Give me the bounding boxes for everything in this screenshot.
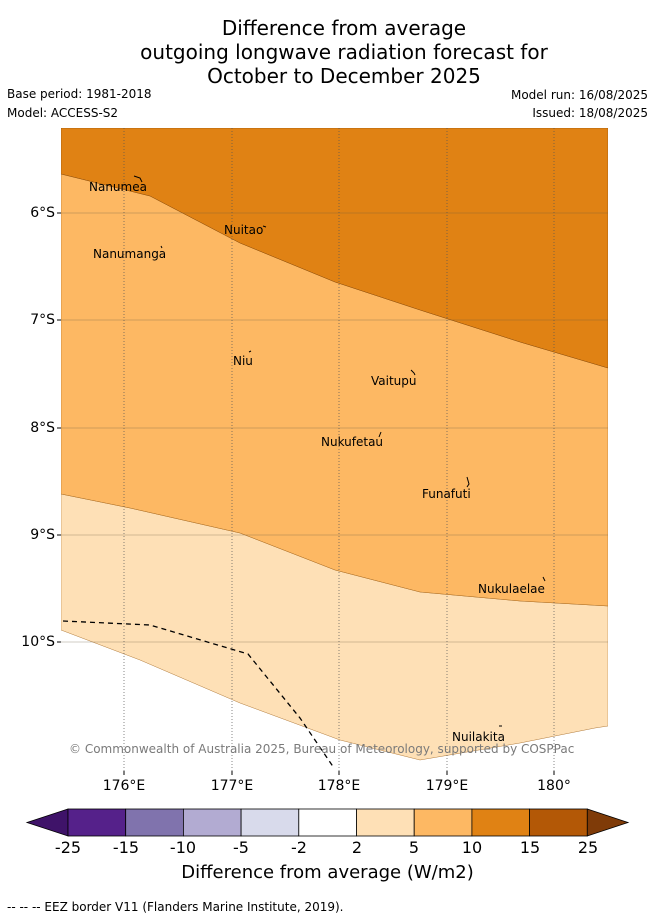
island-label-nanumea: Nanumea	[89, 180, 147, 194]
latitude-lines	[61, 212, 608, 643]
x-tick-177e: 177°E	[210, 778, 254, 794]
map-plot-area	[61, 128, 608, 771]
colorbar-segment	[67, 808, 127, 837]
colorbar-segment	[182, 808, 242, 837]
island-label-funafuti: Funafuti	[422, 487, 471, 501]
island-label-niu: Niu	[233, 354, 253, 368]
island-shapes	[133, 175, 546, 727]
colorbar-segment	[125, 808, 184, 837]
colorbar-tick: 25	[577, 838, 599, 857]
model-name: Model: ACCESS-S2	[7, 106, 119, 120]
colorbar-tick: -2	[291, 838, 307, 857]
x-axis-ticks	[123, 771, 555, 775]
colorbar-tick: 15	[519, 838, 541, 857]
colorbar-tick: 10	[461, 838, 483, 857]
colorbar-tick: -25	[54, 838, 82, 857]
colorbar-tick: -15	[112, 838, 140, 857]
colorbar	[25, 808, 630, 837]
colorbar-tick: -5	[233, 838, 249, 857]
model-run: Model run: 16/08/2025	[510, 88, 648, 102]
island-label-nuitao: Nuitao	[224, 223, 264, 237]
colorbar-arrow-low	[25, 808, 69, 837]
y-tick-9s: 9°S	[30, 527, 55, 543]
y-tick-7s: 7°S	[30, 312, 55, 328]
y-axis-ticks	[57, 212, 61, 643]
x-tick-178e: 178°E	[317, 778, 361, 794]
issued-date: Issued: 18/08/2025	[532, 106, 648, 120]
x-tick-179e: 179°E	[425, 778, 469, 794]
island-shape-vaitupu	[410, 369, 416, 376]
x-tick-180: 180°	[537, 778, 571, 794]
band-10-to-15	[61, 128, 608, 369]
island-shape-nuitao	[262, 225, 267, 228]
eez-legend-note: -- -- -- EEZ border V11 (Flanders Marine…	[7, 900, 344, 914]
island-shape-nanumanga	[160, 245, 163, 249]
colorbar-tick: 5	[408, 838, 420, 857]
eez-border	[62, 620, 335, 769]
y-tick-8s: 8°S	[30, 420, 55, 436]
map-title: Difference from average outgoing longwav…	[0, 16, 655, 88]
colorbar-segment	[529, 808, 588, 837]
colorbar-arrow-high	[586, 808, 630, 837]
island-label-nuilakita: Nuilakita	[452, 730, 505, 744]
x-tick-176e: 176°E	[102, 778, 146, 794]
island-label-nanumanga: Nanumanga	[93, 247, 167, 261]
island-label-nukulaelae: Nukulaelae	[478, 582, 545, 596]
island-shape-niu	[248, 350, 252, 353]
colorbar-segment	[298, 808, 357, 837]
island-label-nukufetau: Nukufetau	[321, 435, 384, 449]
island-label-vaitupu: Vaitupu	[371, 374, 417, 388]
title-line-3: October to December 2025	[207, 64, 481, 88]
copyright-notice: © Commonwealth of Australia 2025, Bureau…	[69, 742, 575, 756]
colorbar-segment	[240, 808, 300, 837]
colorbar-segment	[356, 808, 415, 837]
base-period: Base period: 1981-2018	[7, 87, 152, 101]
colorbar-segment	[413, 808, 473, 837]
colorbar-segment	[471, 808, 530, 837]
island-shape-nukufetau	[378, 431, 382, 438]
island-shape-nukulaelae	[542, 576, 546, 582]
title-line-1: Difference from average	[221, 16, 467, 40]
island-shape-nanumea	[133, 175, 143, 183]
y-tick-10s: 10°S	[21, 634, 55, 650]
title-line-2: outgoing longwave radiation forecast for	[140, 40, 548, 64]
island-shape-funafuti	[466, 476, 470, 488]
y-tick-6s: 6°S	[30, 205, 55, 221]
gridlines	[123, 128, 555, 771]
colorbar-tick: 2	[351, 838, 363, 857]
colorbar-tick: -10	[169, 838, 197, 857]
colorbar-title: Difference from average (W/m2)	[181, 862, 474, 883]
